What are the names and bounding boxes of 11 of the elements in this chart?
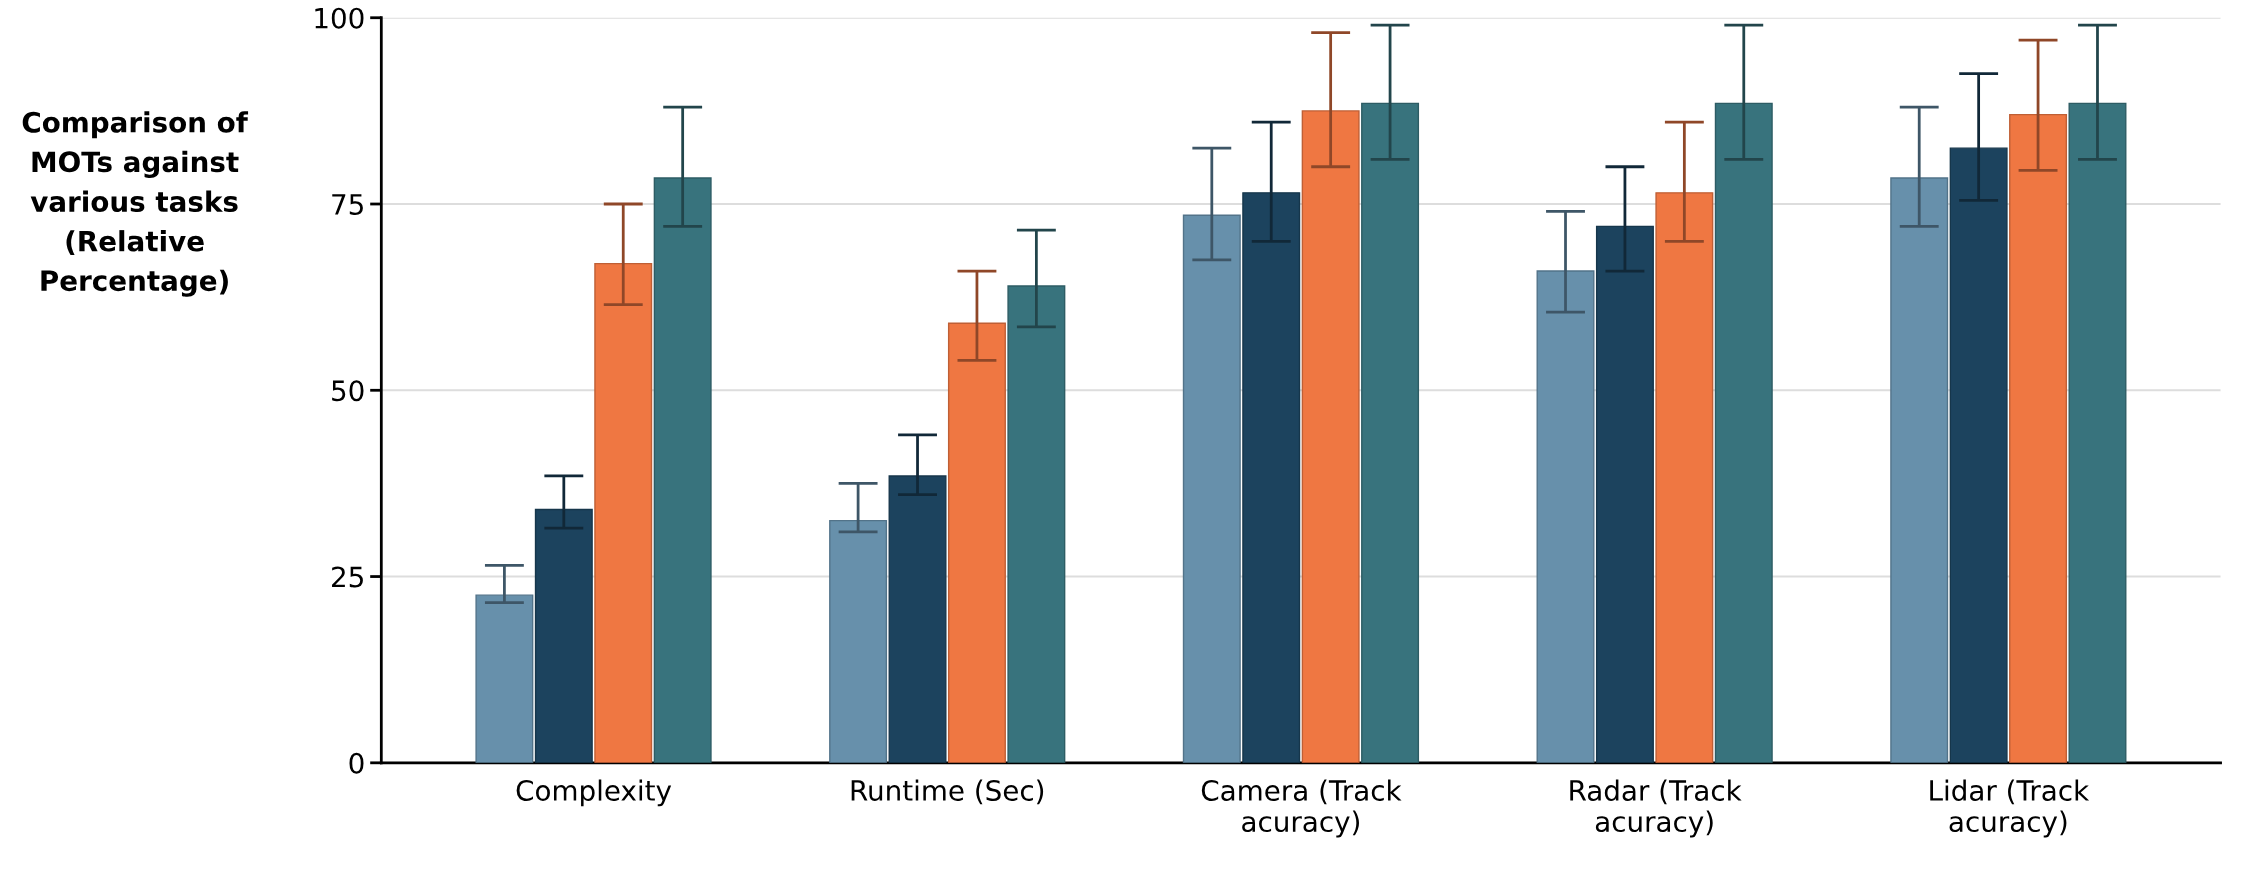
y-tick-label: 50 (332, 380, 364, 402)
y-tick-label: 0 (349, 752, 364, 774)
x-tick-label: Camera (Track acuracy) (1201, 779, 1402, 838)
x-tick-label: Complexity (516, 779, 672, 807)
x-tick-label: Radar (Track acuracy) (1570, 779, 1742, 838)
x-tick-label: Lidar (Track acuracy) (1930, 779, 2090, 838)
y-axis-title: Comparison of MOTs against various tasks (Relative Percentage) (22, 111, 249, 297)
x-tick-label: Runtime (Sec) (851, 779, 1044, 805)
y-tick-label: 100 (315, 7, 364, 29)
y-tick-label: 75 (332, 194, 363, 215)
y-tick-label: 25 (332, 566, 363, 588)
